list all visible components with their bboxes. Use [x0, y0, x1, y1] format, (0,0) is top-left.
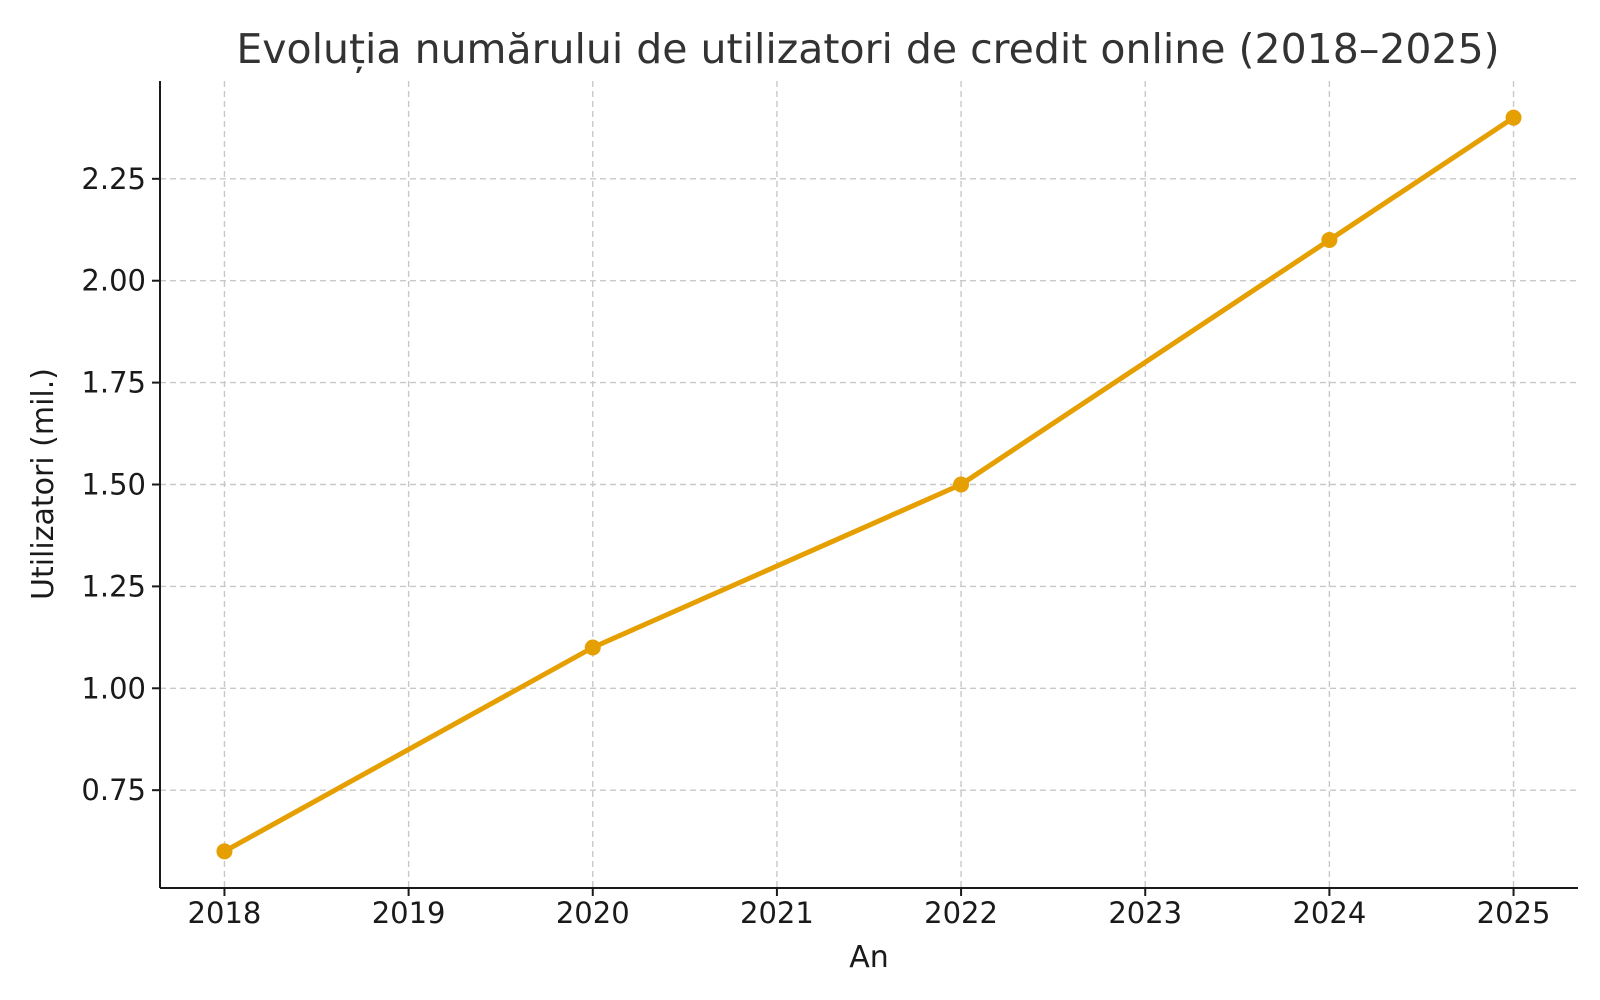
data-point: [1321, 231, 1338, 248]
y-tick-label: 1.00: [81, 671, 146, 705]
x-tick-label: 2022: [924, 896, 998, 930]
x-tick-label: 2021: [740, 896, 814, 930]
y-tick-label: 0.75: [81, 773, 146, 807]
data-point: [1505, 109, 1522, 126]
x-tick-label: 2020: [556, 896, 630, 930]
x-tick-label: 2024: [1292, 896, 1366, 930]
x-tick-label: 2023: [1108, 896, 1182, 930]
x-tick-label: 2018: [188, 896, 262, 930]
y-tick-label: 1.75: [81, 366, 146, 400]
x-tick-label: 2019: [372, 896, 446, 930]
y-tick-label: 1.25: [81, 569, 146, 603]
series-group: [216, 109, 1522, 860]
data-point: [584, 639, 601, 656]
y-tick-label: 1.50: [81, 468, 146, 502]
chart-title: Evoluția numărului de utilizatori de cre…: [236, 25, 1499, 73]
y-axis-label: Utilizatori (mil.): [26, 368, 61, 600]
y-tick-label: 2.25: [81, 162, 146, 196]
x-ticks: 2018 2019 2020 2021 2022 2023 2024 2025: [188, 888, 1551, 930]
y-ticks: 0.75 1.00 1.25 1.50 1.75 2.00 2.25: [81, 162, 160, 807]
data-point: [216, 843, 233, 860]
x-tick-label: 2025: [1477, 896, 1551, 930]
x-axis-label: An: [849, 940, 889, 975]
data-point: [953, 476, 970, 493]
y-tick-label: 2.00: [81, 264, 146, 298]
